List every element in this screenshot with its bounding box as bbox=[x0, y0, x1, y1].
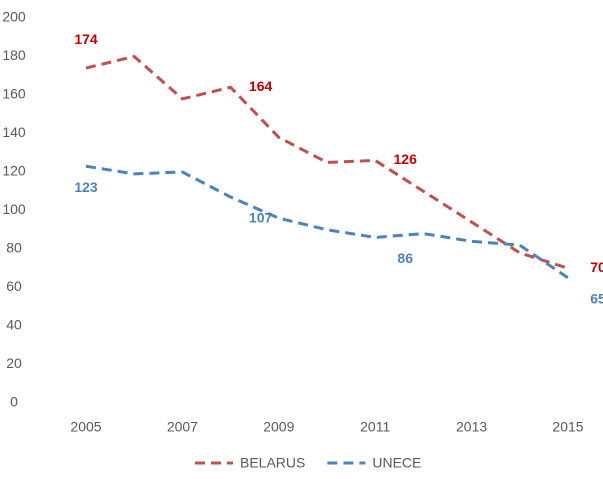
y-tick-label: 200 bbox=[2, 9, 26, 25]
value-label: 164 bbox=[249, 78, 273, 94]
x-tick-label: 2009 bbox=[263, 419, 294, 435]
value-label: 70 bbox=[590, 259, 603, 275]
y-tick-label: 140 bbox=[2, 124, 26, 140]
legend-label: UNECE bbox=[372, 455, 421, 471]
value-label: 174 bbox=[74, 31, 98, 47]
value-label: 86 bbox=[397, 250, 413, 266]
y-tick-label: 120 bbox=[2, 163, 26, 179]
y-tick-label: 20 bbox=[6, 355, 22, 371]
series-line bbox=[85, 164, 569, 280]
x-tick-label: 2015 bbox=[552, 419, 583, 435]
series-line bbox=[85, 54, 569, 270]
value-label: 107 bbox=[249, 210, 273, 226]
y-tick-label: 180 bbox=[2, 47, 26, 63]
x-tick-label: 2005 bbox=[70, 419, 101, 435]
x-tick-label: 2011 bbox=[360, 419, 390, 435]
y-tick-label: 160 bbox=[2, 86, 26, 102]
x-tick-label: 2007 bbox=[167, 419, 198, 435]
y-tick-label: 60 bbox=[6, 278, 22, 294]
y-tick-label: 100 bbox=[2, 201, 26, 217]
value-label: 123 bbox=[74, 179, 98, 195]
value-label: 126 bbox=[394, 151, 418, 167]
legend-label: BELARUS bbox=[240, 455, 305, 471]
y-tick-label: 0 bbox=[10, 394, 18, 410]
x-tick-label: 2013 bbox=[456, 419, 487, 435]
y-tick-label: 40 bbox=[6, 317, 22, 333]
y-tick-label: 80 bbox=[6, 240, 22, 256]
value-label: 65 bbox=[590, 291, 603, 307]
